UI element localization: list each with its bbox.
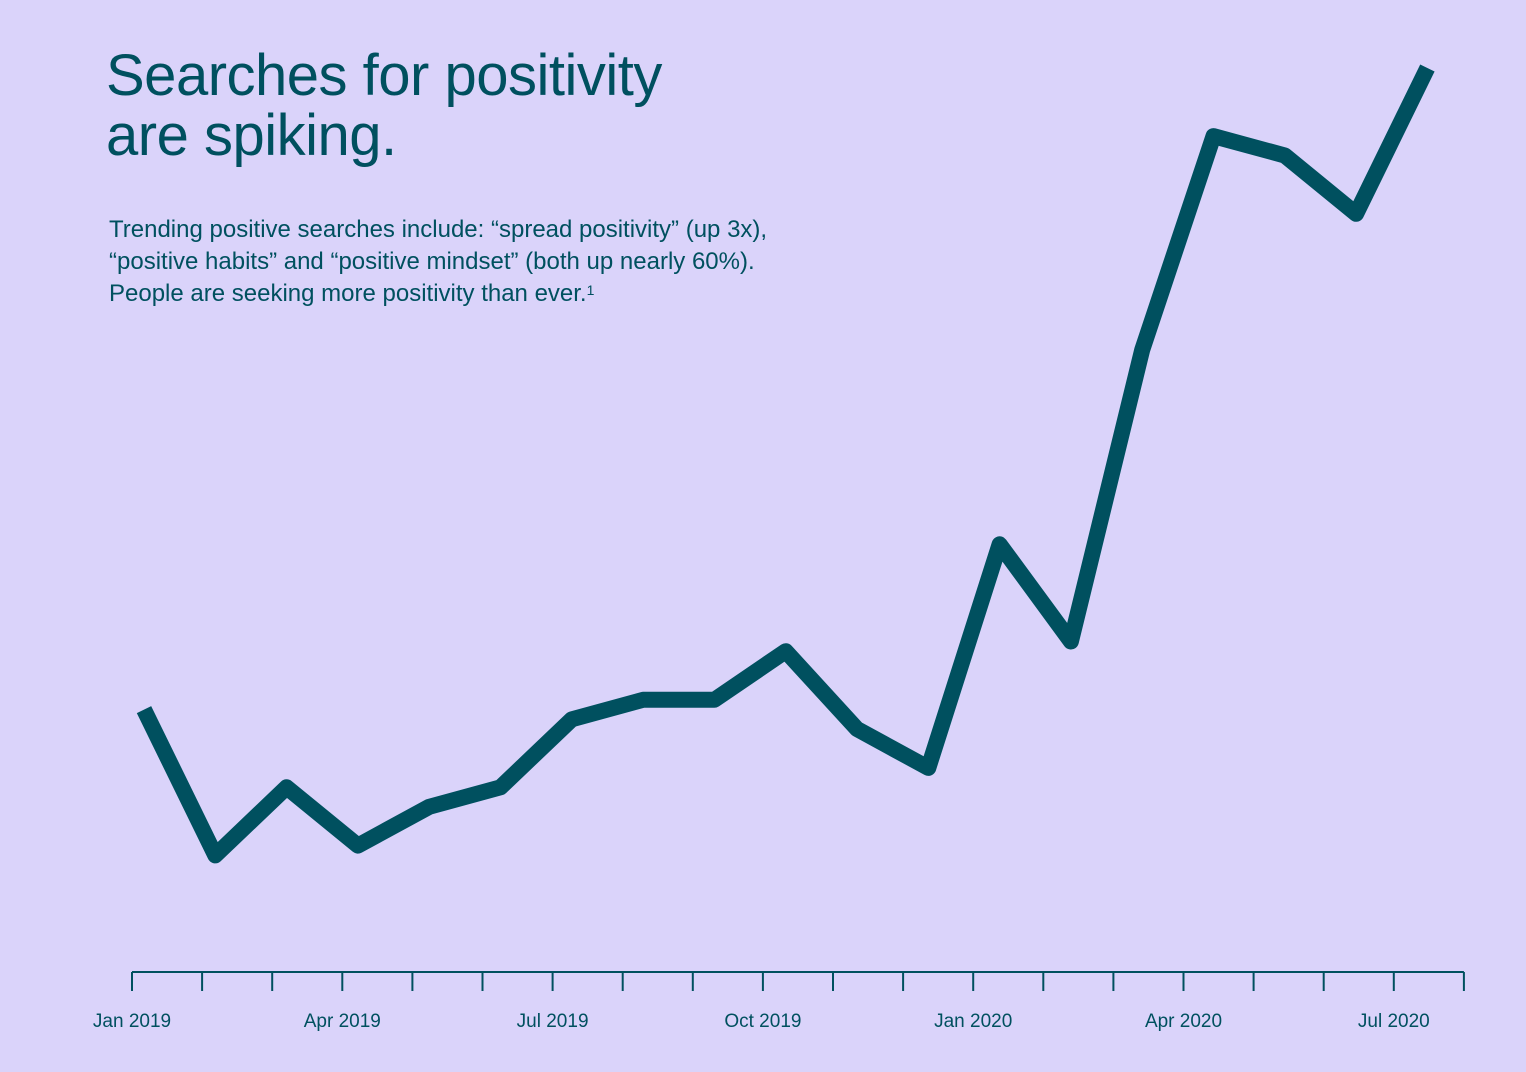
- x-tick-label: Jul 2019: [517, 1011, 589, 1032]
- series-line: [136, 64, 1435, 864]
- x-tick-label: Jan 2020: [934, 1011, 1012, 1032]
- x-tick-label: Apr 2020: [1145, 1011, 1222, 1032]
- footnote-marker: 1: [586, 282, 595, 298]
- x-tick-label: Jul 2020: [1358, 1011, 1430, 1032]
- x-tick-label: Oct 2019: [724, 1011, 801, 1032]
- x-axis-labels: Jan 2019 Apr 2019 Jul 2019 Oct 2019 Jan 2020…: [93, 1011, 1430, 1032]
- chart-subtitle: Trending positive searches include: “spr…: [109, 214, 829, 310]
- chart-title-line-2: are spiking.: [106, 103, 397, 168]
- chart-title: Searches for positivity are spiking.: [106, 46, 662, 166]
- x-tick-label: Apr 2019: [304, 1011, 381, 1032]
- chart-subtitle-text: Trending positive searches include: “spr…: [109, 216, 768, 307]
- series-group: [136, 64, 1435, 864]
- chart-title-line-1: Searches for positivity: [106, 43, 662, 108]
- x-tick-label: Jan 2019: [93, 1011, 171, 1032]
- x-axis: [131, 971, 1465, 991]
